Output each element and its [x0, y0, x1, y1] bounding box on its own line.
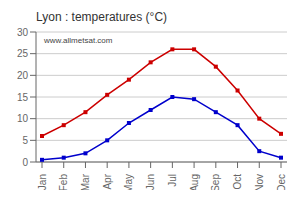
svg-text:Apr: Apr	[102, 173, 113, 189]
svg-text:10: 10	[17, 113, 29, 124]
svg-text:Jan: Jan	[37, 174, 48, 190]
svg-text:5: 5	[22, 135, 28, 146]
svg-text:0: 0	[22, 157, 28, 168]
svg-text:Oct: Oct	[232, 174, 243, 190]
svg-text:15: 15	[17, 92, 29, 103]
html-text:www.allmetsat.com: www.allmetsat.com	[44, 36, 113, 45]
svg-text:Jun: Jun	[145, 174, 156, 190]
svg-text:20: 20	[17, 70, 29, 81]
svg-text:Nov: Nov	[254, 174, 265, 190]
html-text:Lyon : temperatures (°C): Lyon : temperatures (°C)	[36, 10, 168, 24]
svg-text:Feb: Feb	[58, 174, 69, 190]
svg-text:25: 25	[17, 48, 29, 59]
svg-text:Dec: Dec	[276, 174, 287, 190]
svg-text:May: May	[123, 174, 134, 190]
svg-text:Mar: Mar	[80, 173, 91, 190]
svg-text:30: 30	[17, 27, 29, 38]
svg-text:Jul: Jul	[167, 174, 178, 187]
svg-text:Sep: Sep	[210, 174, 221, 190]
svg-text:Aug: Aug	[189, 174, 200, 190]
